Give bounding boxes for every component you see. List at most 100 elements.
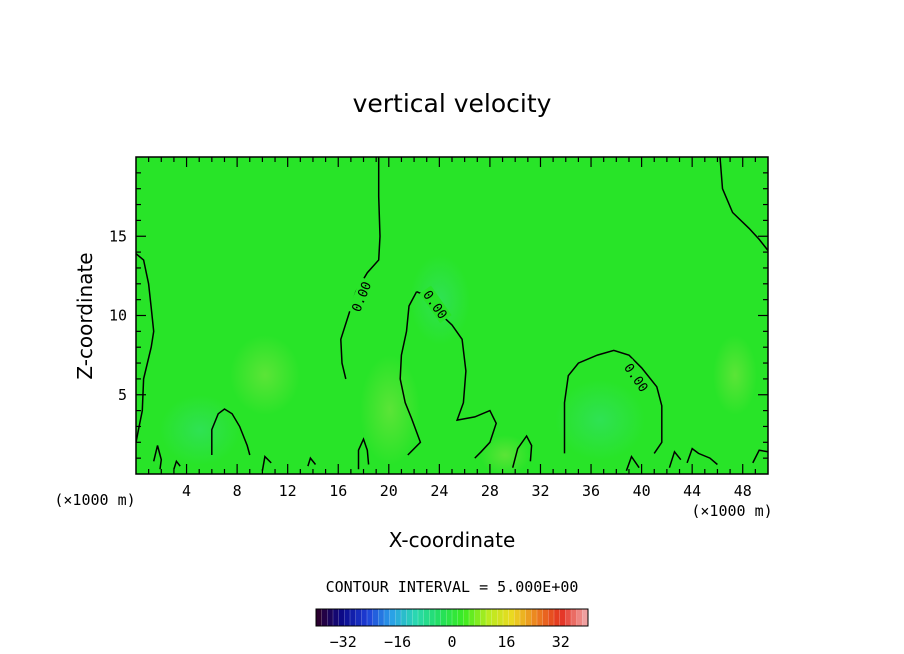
x-tick-label: 24 <box>430 482 448 500</box>
colorbar-swatch <box>582 609 589 626</box>
plot-area: 0.00 0.000.00 <box>135 156 769 475</box>
colorbar-swatch <box>520 609 526 626</box>
colorbar <box>315 608 589 627</box>
colorbar-swatch <box>333 609 339 626</box>
x-tick-label: 44 <box>683 482 701 500</box>
zero-contour-line <box>511 434 533 468</box>
colorbar-swatch <box>321 609 328 626</box>
x-tick-label: 16 <box>329 482 347 500</box>
updraft-shading <box>713 335 757 415</box>
contour-label-bg <box>347 277 375 316</box>
colorbar-swatch <box>571 609 577 626</box>
colorbar-swatch <box>463 609 470 626</box>
updraft-shading <box>360 355 420 465</box>
colorbar-swatch <box>378 609 385 626</box>
colorbar-swatch <box>531 609 538 626</box>
colorbar-swatch <box>576 609 583 626</box>
updraft-shading <box>230 335 300 415</box>
colorbar-swatch <box>355 609 362 626</box>
zero-contour-line <box>152 445 163 470</box>
colorbar-swatch <box>548 609 555 626</box>
zero-contour-line <box>357 437 370 470</box>
zero-contour-line <box>307 456 317 467</box>
axis-ticks <box>136 157 768 474</box>
updraft-shading <box>480 435 530 474</box>
velocity-field-shading <box>160 255 757 474</box>
colorbar-swatch <box>372 609 379 626</box>
colorbar-swatch <box>412 609 419 626</box>
zero-contour-line <box>211 408 251 456</box>
colorbar-tick-label: 32 <box>552 633 570 651</box>
colorbar-swatch <box>480 609 487 626</box>
colorbar-swatch <box>423 609 430 626</box>
colorbar-swatch <box>474 609 481 626</box>
colorbar-swatch <box>457 609 464 626</box>
y-axis-tick-labels: 5 10 15 <box>109 227 127 404</box>
colorbar-tick-label: −32 <box>330 633 357 651</box>
colorbar-swatch <box>350 609 356 626</box>
zero-contour-line <box>719 157 768 251</box>
colorbar-swatch <box>440 609 447 626</box>
x-tick-label: 4 <box>182 482 191 500</box>
colorbar-swatch <box>401 609 407 626</box>
downdraft-shading <box>160 395 240 465</box>
zero-contour-line <box>173 459 181 470</box>
colorbar-swatch <box>435 609 441 626</box>
colorbar-swatch <box>389 609 396 626</box>
x-tick-label: 40 <box>633 482 651 500</box>
zero-contour-line <box>563 349 663 454</box>
colorbar-swatch <box>406 609 413 626</box>
colorbar-swatch <box>452 609 458 626</box>
zero-contour-line <box>686 447 718 466</box>
chart-title: vertical velocity <box>353 89 552 118</box>
colorbar-swatch <box>503 609 509 626</box>
zero-contour-line <box>261 455 272 471</box>
colorbar-tick-label: −16 <box>384 633 411 651</box>
colorbar-swatch <box>429 609 436 626</box>
colorbar-tick-label: 0 <box>447 633 456 651</box>
y-axis-label: Z-coordinate <box>73 252 97 379</box>
y-tick-label: 15 <box>109 227 127 245</box>
zero-contour-line <box>752 449 768 464</box>
colorbar-tick-label: 16 <box>497 633 515 651</box>
colorbar-swatch <box>361 609 368 626</box>
colorbar-swatch <box>395 609 402 626</box>
contour-interval-label: CONTOUR INTERVAL = 5.000E+00 <box>326 578 579 596</box>
y-tick-label: 5 <box>118 386 127 404</box>
colorbar-swatch <box>469 609 475 626</box>
contour-label-bg <box>419 285 452 324</box>
colorbar-swatch <box>344 609 351 626</box>
zero-contour-line <box>625 454 640 472</box>
colorbar-swatch <box>565 609 572 626</box>
colorbar-swatch <box>446 609 453 626</box>
x-axis-label: X-coordinate <box>389 528 516 552</box>
downdraft-shading <box>555 380 645 460</box>
x-axis-unit: (×1000 m) <box>691 502 772 520</box>
colorbar-swatch <box>338 609 345 626</box>
colorbar-swatch <box>327 609 334 626</box>
y-axis-unit: (×1000 m) <box>54 491 135 509</box>
colorbar-frame <box>315 608 589 627</box>
x-tick-label: 48 <box>734 482 752 500</box>
colorbar-swatch <box>384 609 390 626</box>
colorbar-swatch <box>486 609 492 626</box>
x-tick-label: 8 <box>233 482 242 500</box>
x-tick-label: 36 <box>582 482 600 500</box>
colorbar-swatch <box>542 609 549 626</box>
x-axis-tick-labels: 4 8 12 16 20 24 28 32 36 40 44 48 <box>182 482 752 500</box>
colorbar-swatch <box>497 609 504 626</box>
x-tick-label: 32 <box>531 482 549 500</box>
colorbar-swatch <box>508 609 515 626</box>
colorbar-tick-labels: −32 −16 0 16 32 <box>330 633 570 651</box>
zero-contour-line <box>399 291 422 456</box>
zero-contour-line <box>668 450 682 468</box>
x-tick-label: 20 <box>380 482 398 500</box>
colorbar-swatch <box>491 609 498 626</box>
colorbar-swatch <box>367 609 373 626</box>
colorbar-swatch <box>554 609 560 626</box>
colorbar-swatch <box>537 609 543 626</box>
contour-label-bg <box>620 358 653 397</box>
x-tick-label: 28 <box>481 482 499 500</box>
x-tick-label: 12 <box>279 482 297 500</box>
